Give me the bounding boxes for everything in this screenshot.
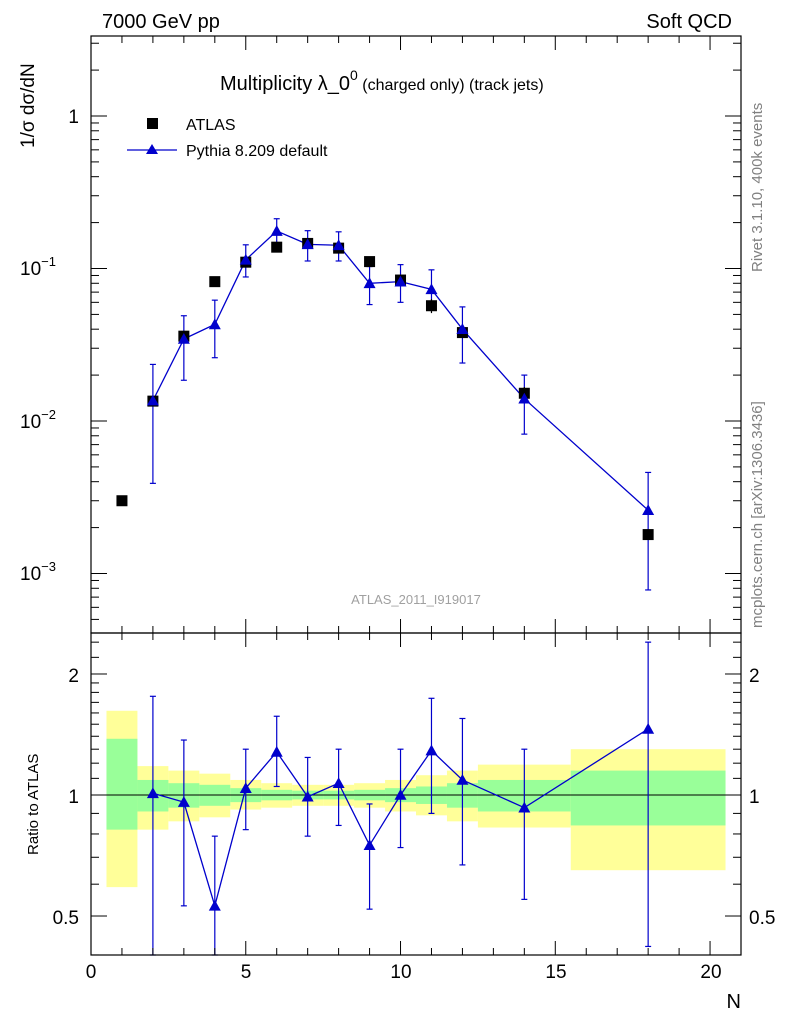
ratio-mc-point bbox=[208, 899, 221, 911]
axis-ticks bbox=[90, 36, 742, 956]
y-tick-exp: −1 bbox=[41, 254, 56, 269]
ratio-tick-label: 2 bbox=[68, 666, 79, 687]
ratio-y-tick-labels-left: 0.5 1 2 bbox=[53, 666, 79, 929]
mc-point bbox=[332, 239, 345, 251]
x-tick-label: 20 bbox=[700, 962, 721, 983]
ratio-tick-label: 2 bbox=[749, 666, 760, 687]
x-tick-labels: 0 5 10 15 20 bbox=[86, 962, 722, 983]
legend-atlas-marker bbox=[147, 118, 158, 129]
mc-point bbox=[425, 283, 438, 295]
plot-title-main: Multiplicity λ_0 bbox=[220, 73, 350, 95]
ratio-tick-label: 1 bbox=[68, 787, 79, 808]
rivet-label: Rivet 3.1.10, 400k events bbox=[749, 103, 766, 272]
x-tick-label: 5 bbox=[241, 962, 252, 983]
ratio-y-axis-title: Ratio to ATLAS bbox=[25, 754, 42, 855]
ratio-mc-point bbox=[425, 744, 438, 756]
mc-point bbox=[456, 323, 469, 334]
mc-point bbox=[301, 238, 314, 250]
ratio-tick-label: 1 bbox=[749, 787, 760, 808]
legend-pythia-label: Pythia 8.209 default bbox=[186, 143, 328, 160]
y-tick-label: 1 bbox=[68, 107, 79, 128]
data-point bbox=[116, 495, 128, 507]
header-energy: 7000 GeV pp bbox=[102, 11, 220, 33]
data-point bbox=[642, 529, 654, 541]
mcplots-label: mcplots.cern.ch [arXiv:1306.3436] bbox=[749, 401, 766, 628]
analysis-watermark: ATLAS_2011_I919017 bbox=[351, 592, 481, 607]
y-tick-label: 10−2 bbox=[20, 407, 56, 433]
x-tick-label: 15 bbox=[545, 962, 566, 983]
legend-atlas-label: ATLAS bbox=[186, 117, 236, 134]
y-tick-base: 10 bbox=[20, 564, 41, 585]
ratio-y-tick-labels-right: 0.5 1 2 bbox=[749, 666, 775, 929]
plot-title-tail: (charged only) (track jets) bbox=[358, 77, 544, 94]
mc-point bbox=[270, 225, 283, 236]
mc-point bbox=[518, 392, 531, 404]
legend-pythia-marker bbox=[146, 144, 158, 154]
mc-point bbox=[177, 332, 190, 344]
mc-point bbox=[208, 318, 221, 330]
y-axis-title: 1/σ dσ/dN bbox=[18, 63, 39, 148]
legend: ATLAS Pythia 8.209 default bbox=[127, 117, 328, 160]
mc-point bbox=[146, 394, 159, 406]
y-tick-base: 10 bbox=[20, 259, 41, 280]
ratio-tick-label: 0.5 bbox=[53, 908, 79, 929]
y-tick-exp: −2 bbox=[41, 407, 56, 422]
y-tick-label: 10−1 bbox=[20, 254, 56, 280]
ratio-mc-point bbox=[177, 796, 190, 807]
ratio-mc-point bbox=[270, 745, 283, 757]
ratio-panel-frame bbox=[90, 632, 742, 956]
data-point bbox=[364, 256, 376, 268]
x-tick-label: 0 bbox=[86, 962, 97, 983]
data-point bbox=[209, 276, 221, 288]
ratio-mc-point bbox=[332, 777, 345, 788]
plot-title-sup: 0 bbox=[350, 67, 358, 83]
y-tick-base: 1 bbox=[68, 107, 79, 128]
ratio-mc-point bbox=[363, 839, 376, 851]
ratio-mc-point bbox=[239, 782, 252, 793]
ratio-mc-point bbox=[456, 773, 469, 785]
mc-point bbox=[394, 275, 407, 287]
ratio-marks bbox=[146, 641, 655, 956]
mc-point bbox=[239, 253, 252, 265]
mc-point bbox=[642, 504, 655, 516]
header-category: Soft QCD bbox=[646, 11, 732, 33]
plot-title: Multiplicity λ_00 (charged only) (track … bbox=[220, 67, 544, 95]
x-tick-label: 10 bbox=[390, 962, 411, 983]
mc-point bbox=[363, 277, 376, 289]
y-tick-exp: −3 bbox=[41, 559, 56, 574]
ratio-bands bbox=[91, 710, 741, 888]
ratio-mc-point bbox=[518, 801, 531, 813]
ratio-mc-point bbox=[301, 790, 314, 802]
y-tick-label: 10−3 bbox=[20, 559, 56, 585]
main-marks bbox=[116, 218, 655, 591]
data-point bbox=[271, 241, 283, 253]
y-tick-base: 10 bbox=[20, 412, 41, 433]
x-axis-title: N bbox=[727, 991, 741, 1013]
ratio-tick-label: 0.5 bbox=[749, 908, 775, 929]
data-point bbox=[425, 300, 437, 312]
ratio-mc-point bbox=[146, 787, 159, 799]
ratio-mc-point bbox=[642, 722, 655, 734]
ratio-band-inner bbox=[106, 738, 138, 830]
ratio-mc-point bbox=[394, 789, 407, 800]
main-y-tick-labels: 10−3 10−2 10−1 1 bbox=[20, 107, 79, 585]
